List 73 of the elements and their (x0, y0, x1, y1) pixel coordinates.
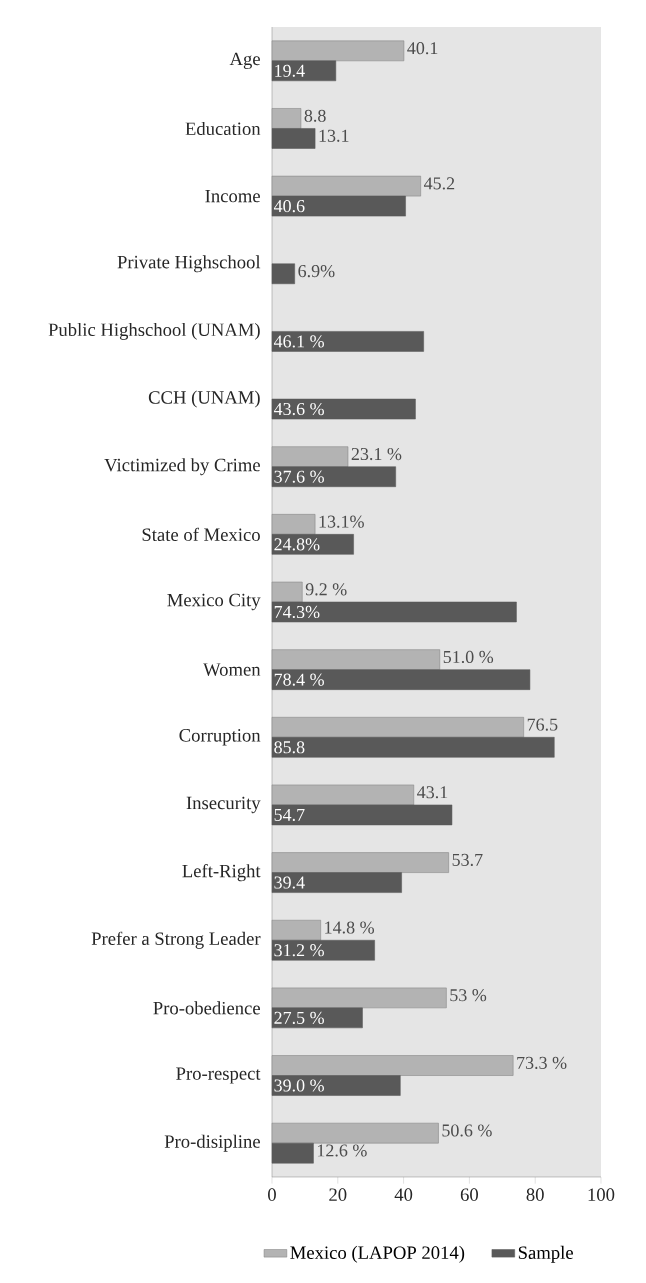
bar (271, 195, 406, 217)
x-tick-label: 20 (329, 1188, 347, 1201)
x-tick-label: 60 (460, 1188, 479, 1201)
data-label: 40.1 (407, 42, 438, 55)
bar (271, 601, 517, 623)
bar (271, 939, 375, 961)
data-label: 43.6 % (273, 402, 324, 416)
bar (271, 398, 416, 420)
data-label: 13.1 (319, 129, 349, 142)
data-label: 24.8% (274, 538, 320, 551)
data-label: 76.5 (527, 718, 558, 731)
data-label: 85.8 (274, 741, 305, 754)
y-tick-label: Public Highschool (UNAM) (48, 322, 260, 340)
y-tick-label: Pro-respect (176, 1067, 261, 1084)
data-label: 14.8 % (325, 921, 374, 934)
data-label: 8.8 (304, 109, 326, 122)
data-label: 23.1 % (351, 447, 402, 461)
data-label: 19.4 (275, 64, 305, 77)
bar (271, 331, 424, 352)
y-tick-label: Education (185, 121, 261, 136)
data-label: 53.7 (452, 853, 483, 866)
y-tick-label: Pro-obedience (153, 1001, 260, 1015)
data-label: 50.6 % (442, 1124, 492, 1137)
data-label: 31.2 % (274, 944, 324, 957)
bar (271, 669, 531, 690)
y-tick-label: Corruption (179, 729, 261, 746)
data-label: 54.7 (274, 808, 305, 821)
y-tick-label: CCH (UNAM) (148, 390, 260, 408)
data-label: 74.3% (274, 605, 320, 619)
y-tick-label: Victimized by Crime (104, 458, 260, 476)
bar (271, 128, 316, 149)
bar (271, 872, 402, 893)
bar (271, 466, 396, 487)
y-tick-label: Pro-disipline (164, 1134, 260, 1152)
data-label: 27.5 % (274, 1011, 324, 1024)
bar (271, 60, 337, 82)
bar (271, 1007, 363, 1029)
data-label: 39.4 (274, 876, 305, 889)
bar (271, 1142, 314, 1164)
data-label: 12.6 % (317, 1144, 367, 1157)
x-tick-label: 100 (588, 1188, 615, 1201)
bar (271, 804, 453, 826)
data-label: 73.3 % (517, 1056, 567, 1069)
bar (271, 263, 295, 285)
x-tick-label: 0 (268, 1188, 276, 1201)
bar (271, 737, 555, 758)
x-tick-label: 40 (394, 1188, 413, 1201)
data-label: 6.9% (298, 264, 335, 278)
data-label: 37.6 % (274, 470, 324, 483)
data-label: 13.1% (319, 515, 364, 528)
y-tick-label: Age (229, 52, 260, 70)
x-tick-label: 80 (526, 1188, 544, 1201)
data-label: 40.6 (273, 200, 305, 213)
y-tick-label: Prefer a Strong Leader (91, 931, 261, 949)
y-tick-label: Insecurity (186, 796, 261, 814)
y-tick-label: State of Mexico (142, 527, 260, 542)
bar (271, 1075, 401, 1096)
data-label: 46.1 % (273, 335, 324, 348)
data-label: 39.0 % (274, 1079, 324, 1092)
y-tick-label: Income (205, 189, 260, 203)
y-tick-label: Women (203, 663, 261, 676)
y-tick-label: Mexico City (167, 593, 261, 611)
y-tick-label: Private Highschool (117, 255, 261, 273)
data-label: 53 % (450, 989, 487, 1002)
data-label: 78.4 % (274, 673, 324, 686)
data-label: 9.2 % (305, 583, 347, 596)
legend-label: Mexico (LAPOP 2014) (290, 1245, 465, 1263)
bar (271, 534, 354, 555)
y-tick-label: Left-Right (182, 863, 261, 882)
legend-label: Sample (518, 1245, 573, 1263)
data-label: 45.2 (423, 177, 455, 190)
data-label: 43.1 (417, 786, 448, 799)
data-label: 51.0 % (443, 650, 494, 664)
